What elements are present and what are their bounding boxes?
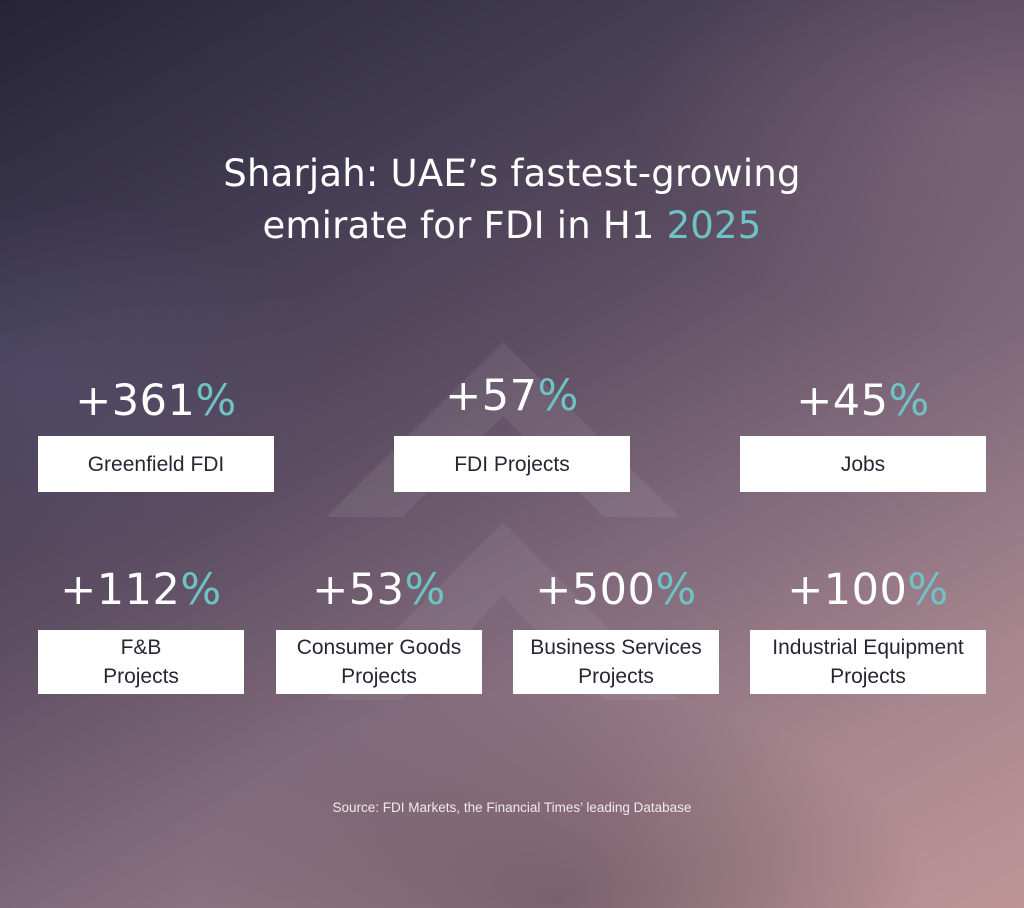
- stat-label: Greenfield FDI: [87, 452, 225, 476]
- stat-label-line-1: Industrial Equipment: [772, 636, 964, 659]
- stat-business-services-label: Business Services Projects: [513, 630, 719, 694]
- stat-number: +361: [75, 376, 196, 426]
- stat-jobs-value: +45%: [740, 376, 986, 426]
- stat-percent: %: [180, 565, 222, 615]
- stat-number: +100: [787, 565, 908, 615]
- stat-label: FDI Projects: [454, 452, 570, 476]
- stat-industrial-equipment-label: Industrial Equipment Projects: [750, 630, 986, 694]
- stat-consumer-goods-label: Consumer Goods Projects: [276, 630, 482, 694]
- stat-percent: %: [537, 371, 579, 421]
- stat-label-line-2: Projects: [578, 665, 654, 688]
- stat-fb-projects-label: F&B Projects: [38, 630, 244, 694]
- stat-label-line-2: Projects: [103, 665, 179, 688]
- stat-fdi-projects-label: FDI Projects: [394, 436, 630, 492]
- stat-jobs-label: Jobs: [740, 436, 986, 492]
- stat-percent: %: [655, 565, 697, 615]
- stat-label-line-1: F&B: [120, 636, 162, 659]
- stat-fdi-projects-value: +57%: [394, 371, 630, 421]
- stat-percent: %: [888, 376, 930, 426]
- title-year: 2025: [666, 204, 762, 247]
- source-note: Source: FDI Markets, the Financial Times…: [332, 800, 692, 815]
- stat-number: +53: [312, 565, 405, 615]
- title-line-1: Sharjah: UAE’s fastest-growing: [223, 152, 801, 195]
- stat-label-line-2: Projects: [341, 665, 417, 688]
- stat-number: +45: [796, 376, 889, 426]
- stat-label-line-2: Projects: [830, 665, 906, 688]
- page-title: Sharjah: UAE’s fastest-growing emirate f…: [0, 148, 1024, 252]
- title-line-2-text: emirate for FDI in H1: [262, 204, 667, 247]
- stat-label-line-1: Business Services: [530, 636, 702, 659]
- stat-label-line-1: Consumer Goods: [296, 636, 462, 659]
- stat-number: +112: [60, 565, 181, 615]
- stat-number: +57: [445, 371, 538, 421]
- title-line-2: emirate for FDI in H1 2025: [0, 200, 1024, 252]
- stat-number: +500: [535, 565, 656, 615]
- stat-percent: %: [404, 565, 446, 615]
- stat-greenfield-fdi-label: Greenfield FDI: [38, 436, 274, 492]
- stat-greenfield-fdi-value: +361%: [38, 376, 274, 426]
- stat-percent: %: [195, 376, 237, 426]
- stat-industrial-equipment-value: +100%: [750, 565, 986, 615]
- stat-business-services-value: +500%: [513, 565, 719, 615]
- stat-label: Jobs: [840, 452, 886, 476]
- stat-consumer-goods-value: +53%: [276, 565, 482, 615]
- stat-fb-projects-value: +112%: [38, 565, 244, 615]
- stat-percent: %: [907, 565, 949, 615]
